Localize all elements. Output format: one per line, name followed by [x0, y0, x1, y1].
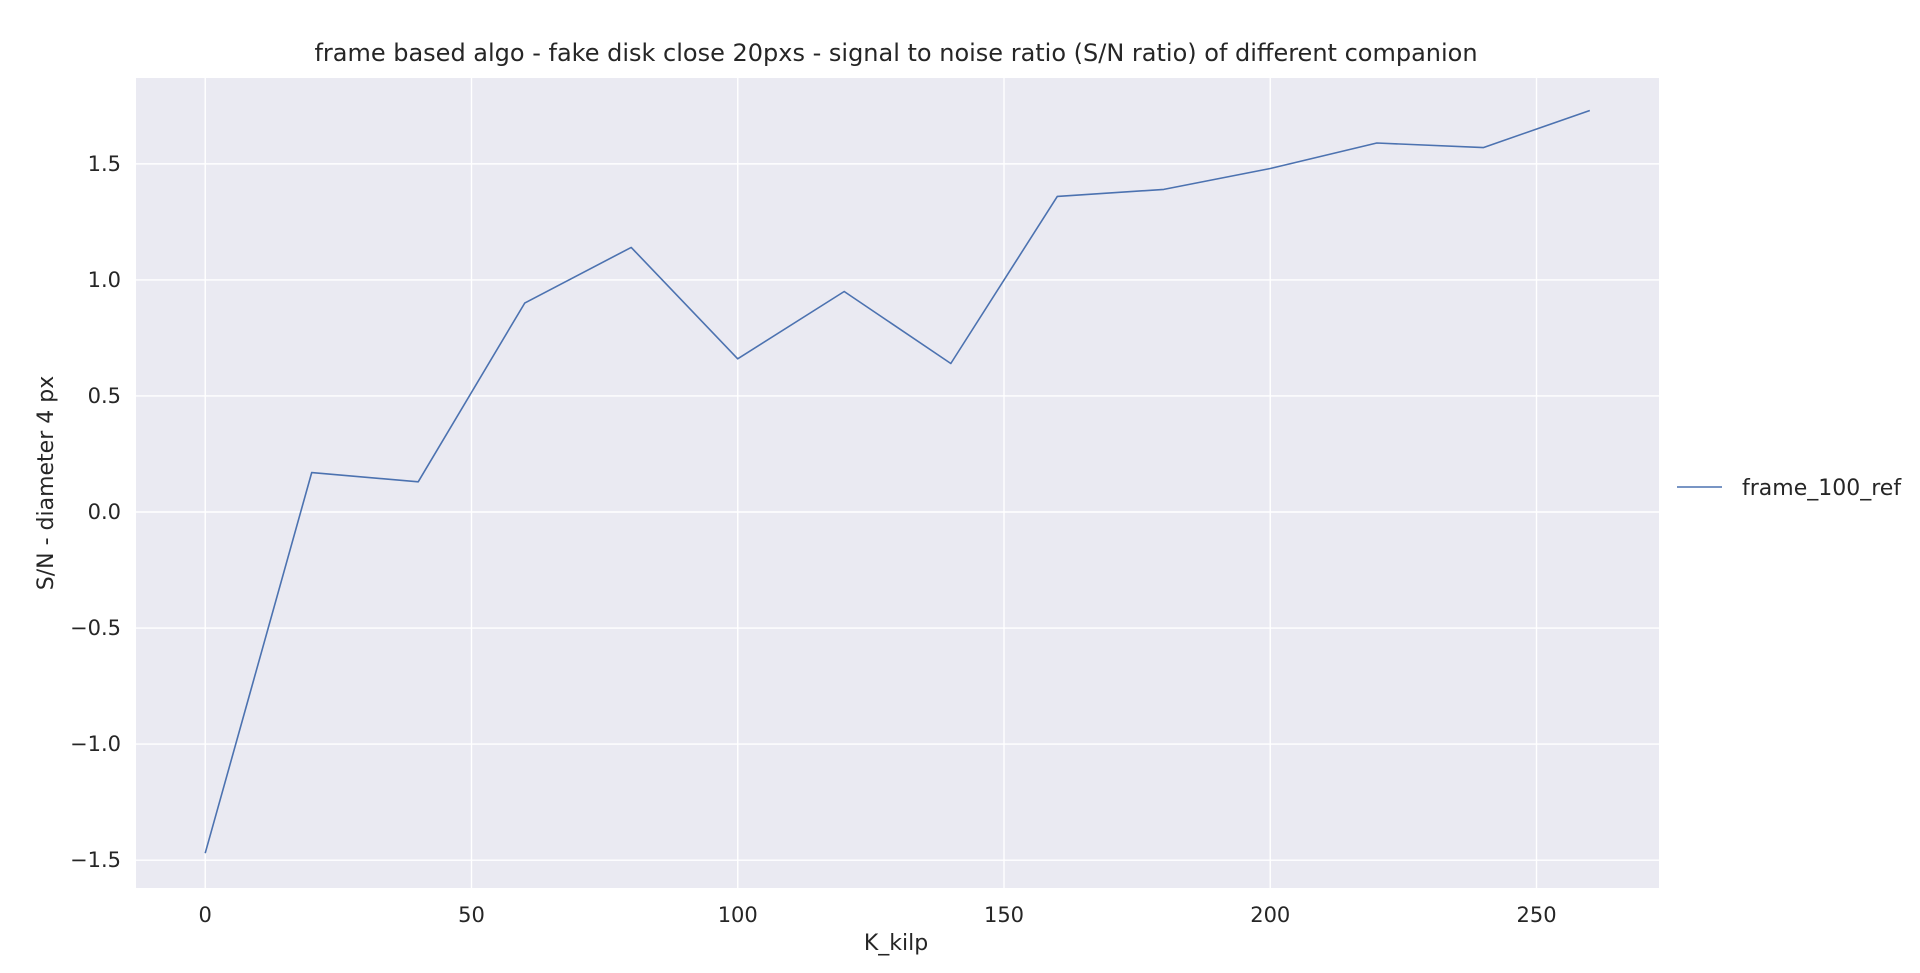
- x-tick-label: 250: [1516, 903, 1556, 927]
- x-axis-label: K_kilp: [864, 931, 928, 956]
- series-line-frame-100-ref: [204, 109, 1591, 854]
- series-lines: [204, 109, 1591, 854]
- y-tick-label: 0.0: [88, 500, 121, 524]
- y-tick-label: 1.5: [88, 152, 121, 176]
- y-axis-label: S/N - diameter 4 px: [34, 376, 59, 590]
- y-tick-label: 0.5: [88, 384, 121, 408]
- chart-title: frame based algo - fake disk close 20pxs…: [314, 39, 1477, 67]
- y-tick-label: −1.5: [70, 848, 121, 872]
- x-tick-label: 50: [458, 903, 485, 927]
- x-tick-label: 100: [718, 903, 758, 927]
- x-tick-label: 150: [984, 903, 1024, 927]
- y-tick-label: 1.0: [88, 268, 121, 292]
- y-tick-labels: −1.5 −1.0 −0.5 0.0 0.5 1.0 1.5: [70, 152, 121, 872]
- y-tick-label: −1.0: [70, 732, 121, 756]
- legend-label-frame-100-ref: frame_100_ref: [1742, 476, 1902, 501]
- x-tick-label: 200: [1250, 903, 1290, 927]
- legend: frame_100_ref: [1677, 476, 1902, 501]
- y-tick-label: −0.5: [70, 616, 121, 640]
- x-tick-labels: 0 50 100 150 200 250: [199, 903, 1557, 927]
- grid-lines: [136, 78, 1659, 888]
- plot-area: [136, 78, 1659, 888]
- x-tick-label: 0: [199, 903, 212, 927]
